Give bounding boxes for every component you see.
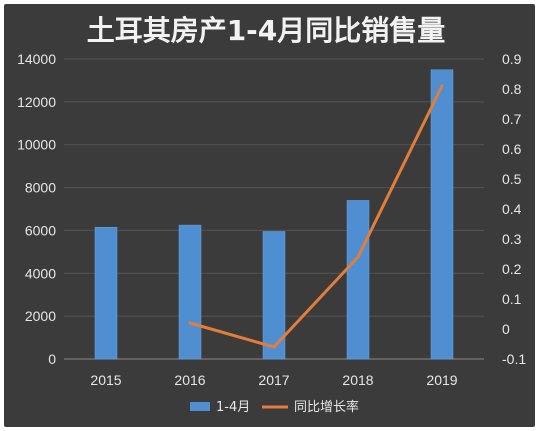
y-right-tick-label: 0.1: [502, 291, 522, 307]
line-series: [188, 84, 444, 349]
bar-series: [94, 69, 454, 360]
y-right-tick-label: 0.8: [502, 81, 522, 97]
y-left-tick-label: 14000: [17, 51, 56, 67]
y-left-tick-label: 4000: [25, 265, 56, 281]
line-point: [440, 84, 444, 88]
x-tick-label: 2016: [174, 372, 205, 388]
y-right-tick-label: 0.7: [502, 111, 522, 127]
legend: 1-4月 同比增长率: [190, 399, 359, 415]
line-point: [272, 345, 276, 349]
legend-swatch-bar: [190, 402, 210, 411]
bar: [178, 224, 202, 360]
bar: [262, 231, 286, 360]
y-left-tick-label: 6000: [25, 222, 56, 238]
line-point: [356, 255, 360, 259]
y-right-tick-label: 0.6: [502, 141, 522, 157]
y-left-tick-label: 10000: [17, 137, 56, 153]
bar: [430, 69, 454, 360]
y-right-tick-label: 0.9: [502, 51, 522, 67]
y-left-tick-label: 0: [48, 351, 56, 367]
y-right-tick-label: 0.4: [502, 201, 522, 217]
x-tick-label: 2018: [342, 372, 373, 388]
x-tick-label: 2019: [426, 372, 457, 388]
x-tick-label: 2017: [258, 372, 289, 388]
y-left-tick-label: 8000: [25, 180, 56, 196]
x-axis-ticks: 2015 2016 2017 2018 2019: [90, 372, 457, 388]
y-right-tick-label: 0.3: [502, 231, 522, 247]
y-right-tick-label: 0.5: [502, 171, 522, 187]
growth-line: [188, 84, 444, 349]
x-tick-label: 2015: [90, 372, 121, 388]
chart-panel: 土耳其房产1-4月同比销售量 0 2000 4000 6000 8000 10000 120…: [4, 4, 535, 427]
bar: [94, 226, 118, 360]
y-right-tick-label: 0: [502, 321, 510, 337]
right-axis-ticks: -0.1 0 0.1 0.2 0.3 0.4 0.5 0.6 0.7 0.8 0.9: [502, 51, 526, 367]
y-left-tick-label: 2000: [25, 308, 56, 324]
y-left-tick-label: 12000: [17, 94, 56, 110]
y-right-tick-label: 0.2: [502, 261, 522, 277]
left-axis-ticks: 0 2000 4000 6000 8000 10000 12000 14000: [17, 51, 56, 367]
chart-title: 土耳其房产1-4月同比销售量: [87, 14, 446, 47]
legend-label-line: 同比增长率: [294, 399, 359, 415]
legend-label-bar: 1-4月: [216, 400, 250, 415]
y-right-tick-label: -0.1: [502, 351, 526, 367]
combo-chart: 土耳其房产1-4月同比销售量 0 2000 4000 6000 8000 10000 120…: [17, 14, 526, 415]
bar: [346, 200, 370, 360]
line-point: [188, 321, 192, 325]
